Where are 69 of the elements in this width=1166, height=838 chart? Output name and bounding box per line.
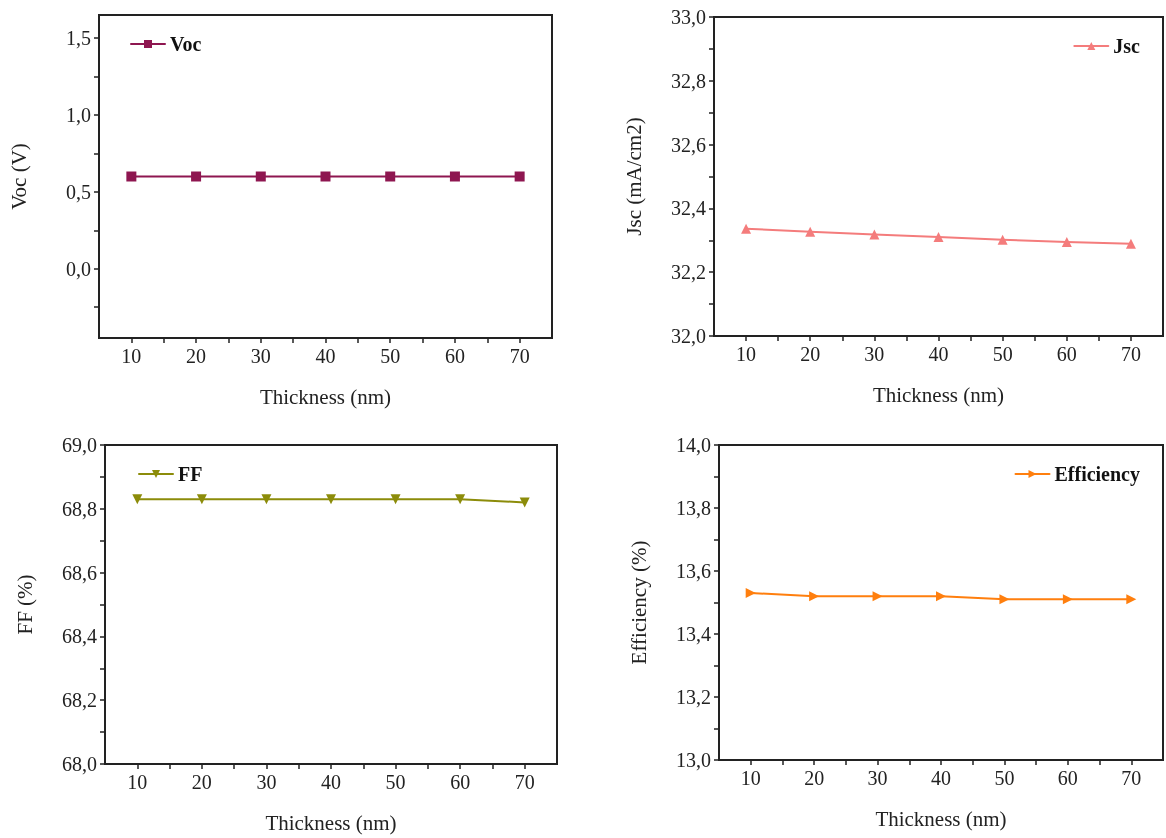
x-tick-label: 70 [1121, 767, 1142, 789]
y-axis-title: Jsc (mA/cm2) [621, 117, 646, 236]
y-tick-label: 32,8 [671, 69, 706, 92]
x-tick-label: 10 [740, 767, 761, 789]
point [805, 226, 816, 237]
y-tick-label: 13,6 [676, 560, 711, 582]
x-tick-label: 20 [804, 767, 825, 789]
x-tick-label: 40 [928, 343, 949, 365]
y-tick-label: 13,2 [676, 686, 711, 708]
x-tick-label: 40 [315, 345, 336, 367]
x-tick-label: 40 [321, 771, 341, 793]
x-tick-label: 10 [127, 771, 148, 793]
x-tick-label: 30 [864, 343, 885, 365]
x-tick-label: 60 [1057, 767, 1078, 789]
point [741, 223, 752, 234]
y-tick-label: 69,0 [62, 434, 97, 456]
x-tick-label: 60 [444, 345, 465, 367]
point [869, 229, 880, 240]
x-tick-label: 20 [800, 343, 821, 365]
y-axis-title: FF (%) [12, 574, 37, 635]
legend-label: Efficiency [1054, 463, 1140, 486]
legend-label: Jsc [1113, 35, 1141, 57]
y-tick-label: 1,0 [66, 103, 91, 126]
x-tick-label: 40 [931, 767, 951, 789]
y-tick-label: 14,0 [676, 434, 711, 456]
y-tick-label: 13,0 [676, 749, 711, 771]
x-axis-title: Thickness (nm) [265, 810, 397, 835]
y-tick-label: 33,0 [671, 6, 706, 28]
point [997, 234, 1008, 245]
legend-label: FF [178, 463, 203, 485]
x-tick-label: 60 [450, 771, 471, 793]
x-tick-label: 30 [867, 767, 888, 789]
y-tick-label: 32,4 [671, 197, 706, 220]
x-tick-label: 50 [994, 767, 1015, 789]
y-tick-label: 0,0 [66, 257, 91, 280]
x-axis-title: Thickness (nm) [875, 806, 1007, 831]
y-tick-label: 68,0 [62, 753, 97, 775]
point [1125, 238, 1136, 249]
x-tick-label: 50 [380, 345, 401, 367]
legend-label: Voc [170, 33, 202, 55]
y-tick-label: 68,4 [62, 625, 97, 648]
x-tick-label: 60 [1056, 343, 1077, 365]
x-tick-label: 10 [121, 345, 142, 367]
x-axis-title: Thickness (nm) [259, 384, 392, 409]
y-tick-label: 13,8 [676, 497, 711, 519]
x-tick-label: 50 [385, 771, 406, 793]
y-tick-label: 13,4 [676, 623, 711, 645]
x-tick-label: 30 [256, 771, 277, 793]
x-tick-label: 70 [509, 345, 530, 367]
x-tick-label: 50 [992, 343, 1013, 365]
y-tick-label: 68,8 [62, 497, 97, 520]
y-tick-label: 1,5 [66, 27, 91, 50]
y-tick-label: 32,2 [671, 261, 706, 284]
y-tick-label: 32,6 [671, 133, 706, 156]
y-tick-label: 32,0 [671, 325, 706, 347]
y-axis-title: Voc (V) [6, 143, 31, 210]
y-axis-title: Efficiency (%) [626, 540, 651, 665]
y-tick-label: 68,2 [62, 689, 97, 712]
y-tick-label: 0,5 [66, 180, 91, 203]
x-tick-label: 20 [191, 771, 212, 793]
x-tick-label: 70 [1120, 343, 1141, 365]
x-tick-label: 10 [736, 343, 757, 365]
x-tick-label: 30 [250, 345, 271, 367]
x-axis-title: Thickness (nm) [872, 382, 1005, 407]
point [1061, 236, 1072, 247]
x-tick-label: 20 [186, 345, 207, 367]
y-tick-label: 68,6 [62, 561, 97, 584]
point [933, 232, 944, 243]
x-tick-label: 70 [514, 771, 535, 793]
